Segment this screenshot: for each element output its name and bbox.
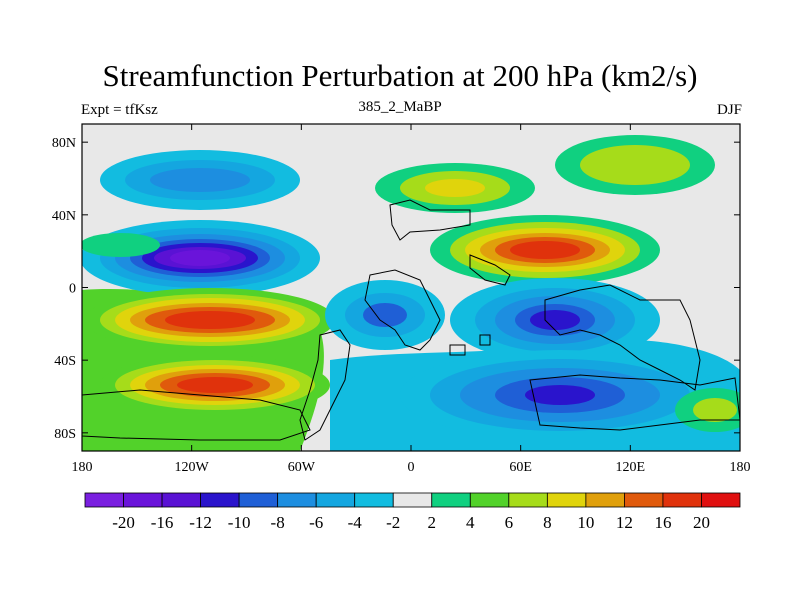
y-tick-label: 40N [52, 209, 76, 224]
colorbar-label: -8 [271, 513, 285, 532]
colorbar-swatch [624, 492, 664, 508]
x-tick-label: 120W [175, 460, 210, 475]
x-tick-label: 60E [509, 460, 532, 475]
atl-low-level-2 [363, 303, 407, 327]
colorbar-label: -2 [386, 513, 400, 532]
nw-warm-level-0 [82, 233, 160, 257]
coastline-5 [82, 389, 311, 441]
indian-low-level-4 [530, 310, 580, 330]
experiment-label: Expt = tfKsz [81, 102, 158, 118]
colorbar-label: 8 [543, 513, 552, 532]
colorbar-swatch [315, 492, 356, 508]
coastline-7 [449, 344, 466, 356]
colorbar-swatch [238, 492, 279, 508]
coastline-0 [389, 199, 471, 241]
colorbar-swatch [161, 492, 201, 508]
e-asia-high-level-1 [580, 145, 690, 185]
coastline-8 [479, 334, 491, 346]
colorbar-label: 4 [466, 513, 475, 532]
coastline-6 [529, 374, 740, 431]
colorbar-swatch [431, 492, 471, 508]
x-tick-label: 180 [72, 460, 93, 475]
coastline-3 [544, 284, 701, 391]
y-tick-label: 40S [54, 354, 76, 369]
colorbar-swatch [123, 492, 163, 508]
colorbar-label: -16 [151, 513, 174, 532]
x-tick-label: 60W [288, 460, 316, 475]
x-tick-label: 180 [730, 460, 751, 475]
coastline-1 [364, 269, 441, 351]
colorbar-swatch [392, 492, 433, 508]
colorbar-swatch [701, 492, 741, 508]
arctic-ridge-level-2 [425, 179, 485, 197]
colorbar-label: 16 [654, 513, 671, 532]
colorbar-swatch [200, 492, 240, 508]
coastline-4 [299, 329, 351, 441]
y-tick-label: 80S [54, 427, 76, 442]
colorbar-label: 12 [616, 513, 633, 532]
colorbar-label: -12 [189, 513, 212, 532]
npac-high-lat-level-2 [150, 168, 250, 192]
south-low-level-4 [525, 385, 595, 405]
colorbar-label: -4 [348, 513, 363, 532]
coastline-2 [469, 254, 511, 286]
chart-title: Streamfunction Perturbation at 200 hPa (… [102, 58, 698, 93]
colorbar-label: -10 [228, 513, 251, 532]
y-tick-label: 80N [52, 136, 76, 151]
colorbar-swatch [469, 492, 510, 508]
npac-subtrop-level-6 [170, 250, 230, 266]
colorbar-swatch [84, 492, 124, 508]
y-tick-label: 0 [69, 282, 76, 297]
asia-high-level-5 [510, 241, 580, 259]
run-label: 385_2_MaBP [358, 99, 442, 115]
colorbar-label: 2 [428, 513, 437, 532]
colorbar-swatch [662, 492, 702, 508]
colorbar-swatch [585, 492, 625, 508]
x-tick-label: 120E [616, 460, 646, 475]
plot-area [82, 124, 740, 451]
spac-high2-level-5 [177, 377, 253, 393]
colorbar-swatch [546, 492, 587, 508]
colorbar-swatch [508, 492, 548, 508]
colorbar-label: -6 [309, 513, 323, 532]
colorbar-swatch [277, 492, 317, 508]
colorbar-label: 10 [577, 513, 594, 532]
spac-high-level-5 [165, 311, 255, 329]
colorbar-swatch [354, 492, 394, 508]
season-label: DJF [716, 102, 742, 118]
colorbar-label: 20 [693, 513, 710, 532]
colorbar-label: 6 [505, 513, 514, 532]
se-warm-level-1 [693, 398, 737, 422]
colorbar-label: -20 [112, 513, 135, 532]
x-tick-label: 0 [408, 460, 415, 475]
